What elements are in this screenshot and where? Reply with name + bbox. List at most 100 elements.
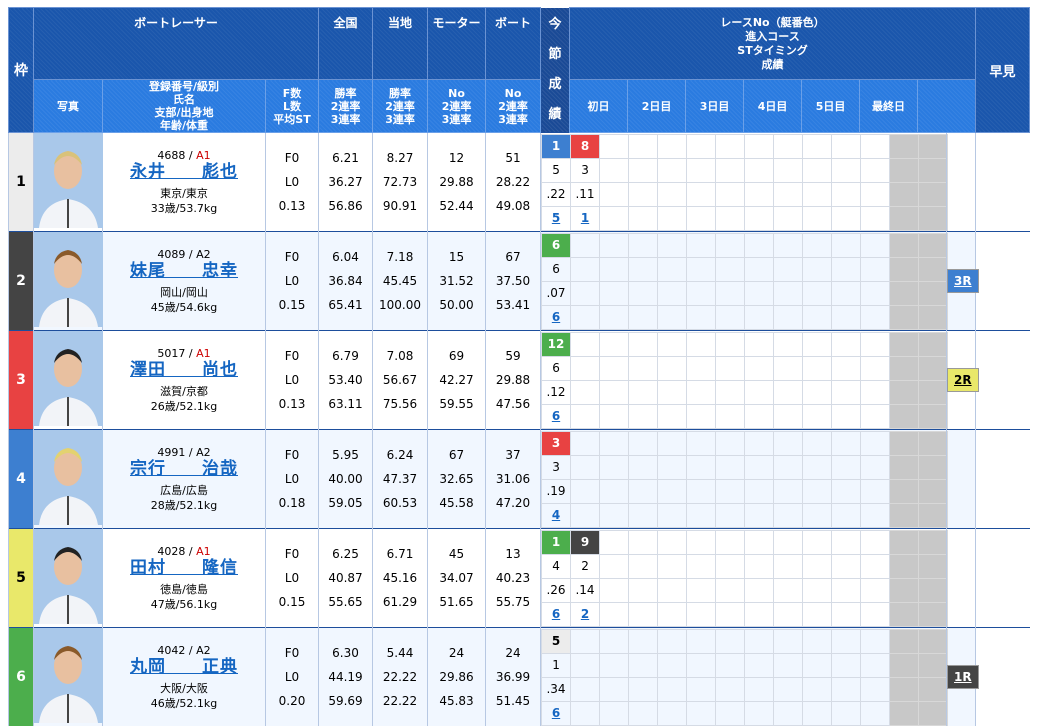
fl-header-line: L数	[266, 100, 318, 113]
race-result-link[interactable]: 6	[552, 706, 560, 720]
zenkoku-header: 全国	[319, 8, 373, 80]
race-cell	[658, 158, 687, 182]
race-number: 5	[542, 629, 571, 653]
empty-cell	[919, 158, 948, 182]
race-cell	[629, 134, 658, 158]
race-cell	[571, 503, 600, 527]
race-cell	[658, 602, 687, 626]
race-cell	[832, 578, 861, 602]
race-result-link[interactable]: 2	[581, 607, 589, 621]
race-cell: 2	[571, 602, 600, 626]
race-cell	[571, 332, 600, 356]
race-cell: .34	[542, 677, 571, 701]
race-cell	[774, 629, 803, 653]
frame-number: 3	[9, 331, 34, 430]
race-result-link[interactable]: 5	[552, 211, 560, 225]
f-value: F0	[266, 146, 318, 170]
race-cell	[600, 479, 629, 503]
race-result-link[interactable]: 1	[581, 211, 589, 225]
racer-name-link[interactable]: 澤田 尚也	[130, 360, 238, 380]
race-cell	[600, 380, 629, 404]
race-cell	[600, 404, 629, 428]
hayami-cell: 2R	[947, 331, 976, 430]
racer-photo[interactable]	[34, 628, 103, 726]
motor-header: モーター	[428, 8, 486, 80]
racer-photo[interactable]	[34, 331, 103, 430]
mot-value: 24	[428, 641, 485, 665]
race-cell	[861, 701, 890, 725]
reg-number: 5017	[157, 347, 185, 360]
racer-photo[interactable]	[34, 133, 103, 232]
empty-cell	[919, 653, 948, 677]
racer-photo[interactable]	[34, 232, 103, 331]
motor-sub-header-line: 3連率	[428, 113, 485, 126]
racer-photo[interactable]	[34, 430, 103, 529]
race-cell	[600, 503, 629, 527]
race-cell	[861, 158, 890, 182]
empty-cell	[919, 380, 948, 404]
race-cell	[716, 431, 745, 455]
racer-name-link[interactable]: 永井 彪也	[130, 162, 238, 182]
race-cell	[716, 206, 745, 230]
race-cell	[861, 257, 890, 281]
l-value: L0	[266, 170, 318, 194]
race-cell	[658, 578, 687, 602]
hayami-link[interactable]: 1R	[947, 665, 979, 689]
race-result-link[interactable]: 6	[552, 607, 560, 621]
race-cell	[861, 134, 890, 158]
racer-name-link[interactable]: 丸岡 正典	[130, 657, 238, 677]
f-value: F0	[266, 443, 318, 467]
race-cell	[629, 455, 658, 479]
racer-name-link[interactable]: 宗行 治哉	[130, 459, 238, 479]
race-cell	[716, 182, 745, 206]
race-cell	[803, 602, 832, 626]
empty-cell	[890, 404, 919, 428]
race-header-line: 成績	[570, 58, 975, 72]
boa-value: 53.41	[486, 293, 540, 317]
race-cell	[774, 455, 803, 479]
mot-value: 29.88	[428, 170, 485, 194]
race-grid-row: 5	[542, 629, 948, 653]
separator: /	[185, 248, 196, 261]
hayami-cell: 1R	[947, 628, 976, 726]
race-header-line: レースNo（艇番色）	[570, 16, 975, 30]
racer-photo[interactable]	[34, 529, 103, 628]
race-cell	[687, 602, 716, 626]
race-cell	[687, 629, 716, 653]
race-cell	[832, 305, 861, 329]
race-number: 6	[542, 233, 571, 257]
race-cell	[774, 206, 803, 230]
empty-cell	[890, 578, 919, 602]
race-result-link[interactable]: 6	[552, 409, 560, 423]
race-cell	[861, 404, 890, 428]
race-cell	[629, 206, 658, 230]
race-cell: .19	[542, 479, 571, 503]
race-cell	[832, 332, 861, 356]
race-cell	[571, 305, 600, 329]
race-result-link[interactable]: 4	[552, 508, 560, 522]
hayami-link[interactable]: 2R	[947, 368, 979, 392]
toc-value: 72.73	[373, 170, 427, 194]
race-cell	[774, 257, 803, 281]
race-cell	[803, 134, 832, 158]
empty-cell	[919, 677, 948, 701]
grade: A1	[196, 347, 211, 360]
race-cell	[571, 380, 600, 404]
racer-name-link[interactable]: 妹尾 忠幸	[130, 261, 238, 281]
race-cell	[803, 629, 832, 653]
race-result-link[interactable]: 6	[552, 310, 560, 324]
race-cell	[629, 677, 658, 701]
race-cell	[658, 281, 687, 305]
racer-name-link[interactable]: 田村 隆信	[130, 558, 238, 578]
mot-value: 59.55	[428, 392, 485, 416]
hayami-link[interactable]: 3R	[947, 269, 979, 293]
empty-cell	[919, 701, 948, 725]
